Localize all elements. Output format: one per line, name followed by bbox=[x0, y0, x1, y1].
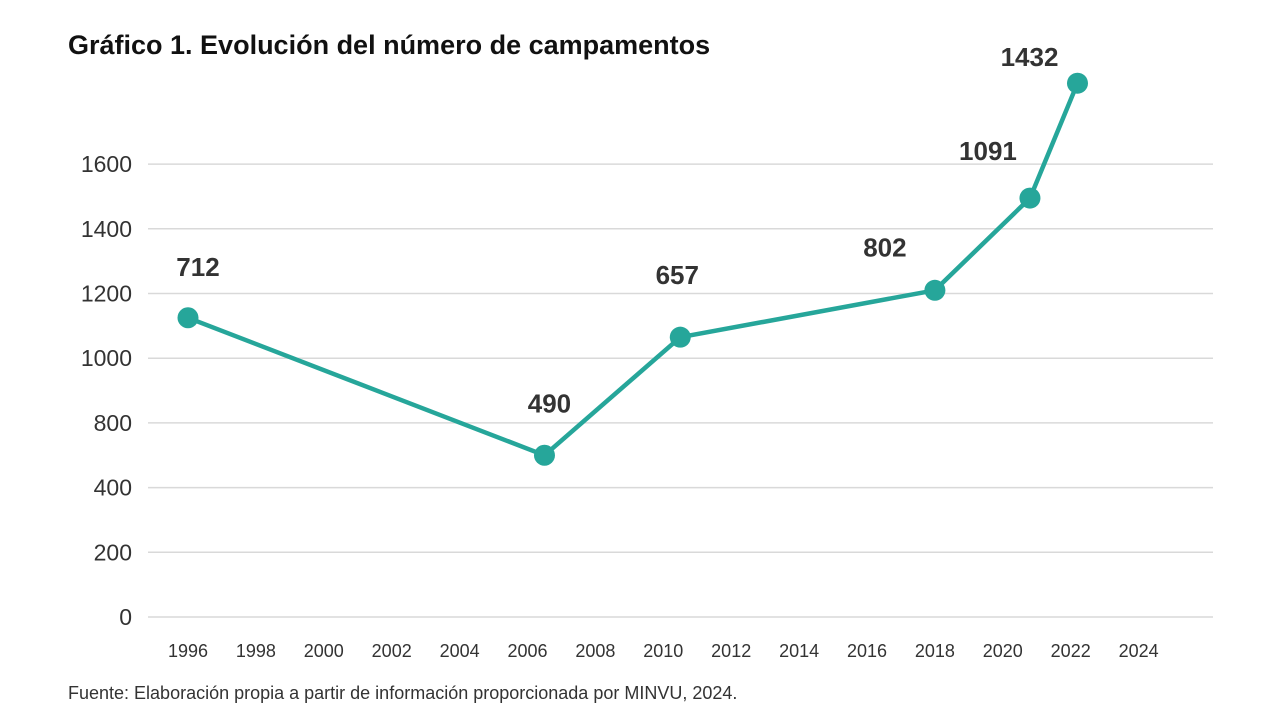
data-point bbox=[177, 307, 199, 329]
data-label: 657 bbox=[656, 260, 699, 290]
data-point bbox=[669, 326, 691, 348]
data-point bbox=[1019, 187, 1041, 209]
x-tick-label: 2024 bbox=[1119, 641, 1159, 661]
data-label: 1432 bbox=[1001, 42, 1059, 72]
series-line bbox=[177, 72, 1088, 466]
x-tick-label: 2018 bbox=[915, 641, 955, 661]
x-tick-label: 2020 bbox=[983, 641, 1023, 661]
y-tick-label: 1600 bbox=[81, 151, 132, 177]
series-path bbox=[187, 82, 1080, 458]
y-tick-label: 400 bbox=[94, 475, 132, 501]
x-tick-label: 2012 bbox=[711, 641, 751, 661]
data-label: 490 bbox=[528, 388, 571, 418]
source-note: Fuente: Elaboración propia a partir de i… bbox=[68, 683, 738, 703]
data-point bbox=[1066, 72, 1088, 94]
x-tick-label: 1996 bbox=[168, 641, 208, 661]
y-tick-label: 1200 bbox=[81, 281, 132, 307]
y-axis-ticks: 0 200 400 800 1000 1200 1400 1600 bbox=[81, 151, 132, 630]
y-tick-label: 1000 bbox=[81, 345, 132, 371]
data-labels: 712 490 657 802 1091 1432 bbox=[176, 42, 1058, 418]
data-point bbox=[533, 444, 555, 466]
data-point bbox=[924, 279, 946, 301]
x-axis-ticks: 1996 1998 2000 2002 2004 2006 2008 2010 2012 2014… bbox=[168, 641, 1159, 661]
x-tick-label: 2016 bbox=[847, 641, 887, 661]
x-tick-label: 2000 bbox=[304, 641, 344, 661]
y-tick-label: 0 bbox=[119, 604, 132, 630]
data-label: 1091 bbox=[959, 136, 1017, 166]
data-label: 712 bbox=[176, 252, 219, 282]
y-tick-label: 200 bbox=[94, 539, 132, 565]
x-tick-label: 2002 bbox=[372, 641, 412, 661]
x-tick-label: 1998 bbox=[236, 641, 276, 661]
y-tick-label: 1400 bbox=[81, 216, 132, 242]
x-tick-label: 2022 bbox=[1051, 641, 1091, 661]
y-tick-label: 800 bbox=[94, 410, 132, 436]
x-tick-label: 2006 bbox=[507, 641, 547, 661]
data-label: 802 bbox=[863, 232, 906, 262]
x-tick-label: 2014 bbox=[779, 641, 819, 661]
chart-title: Gráfico 1. Evolución del número de campa… bbox=[68, 30, 711, 60]
gridlines bbox=[148, 163, 1213, 618]
x-tick-label: 2008 bbox=[575, 641, 615, 661]
x-tick-label: 2004 bbox=[440, 641, 480, 661]
x-tick-label: 2010 bbox=[643, 641, 683, 661]
